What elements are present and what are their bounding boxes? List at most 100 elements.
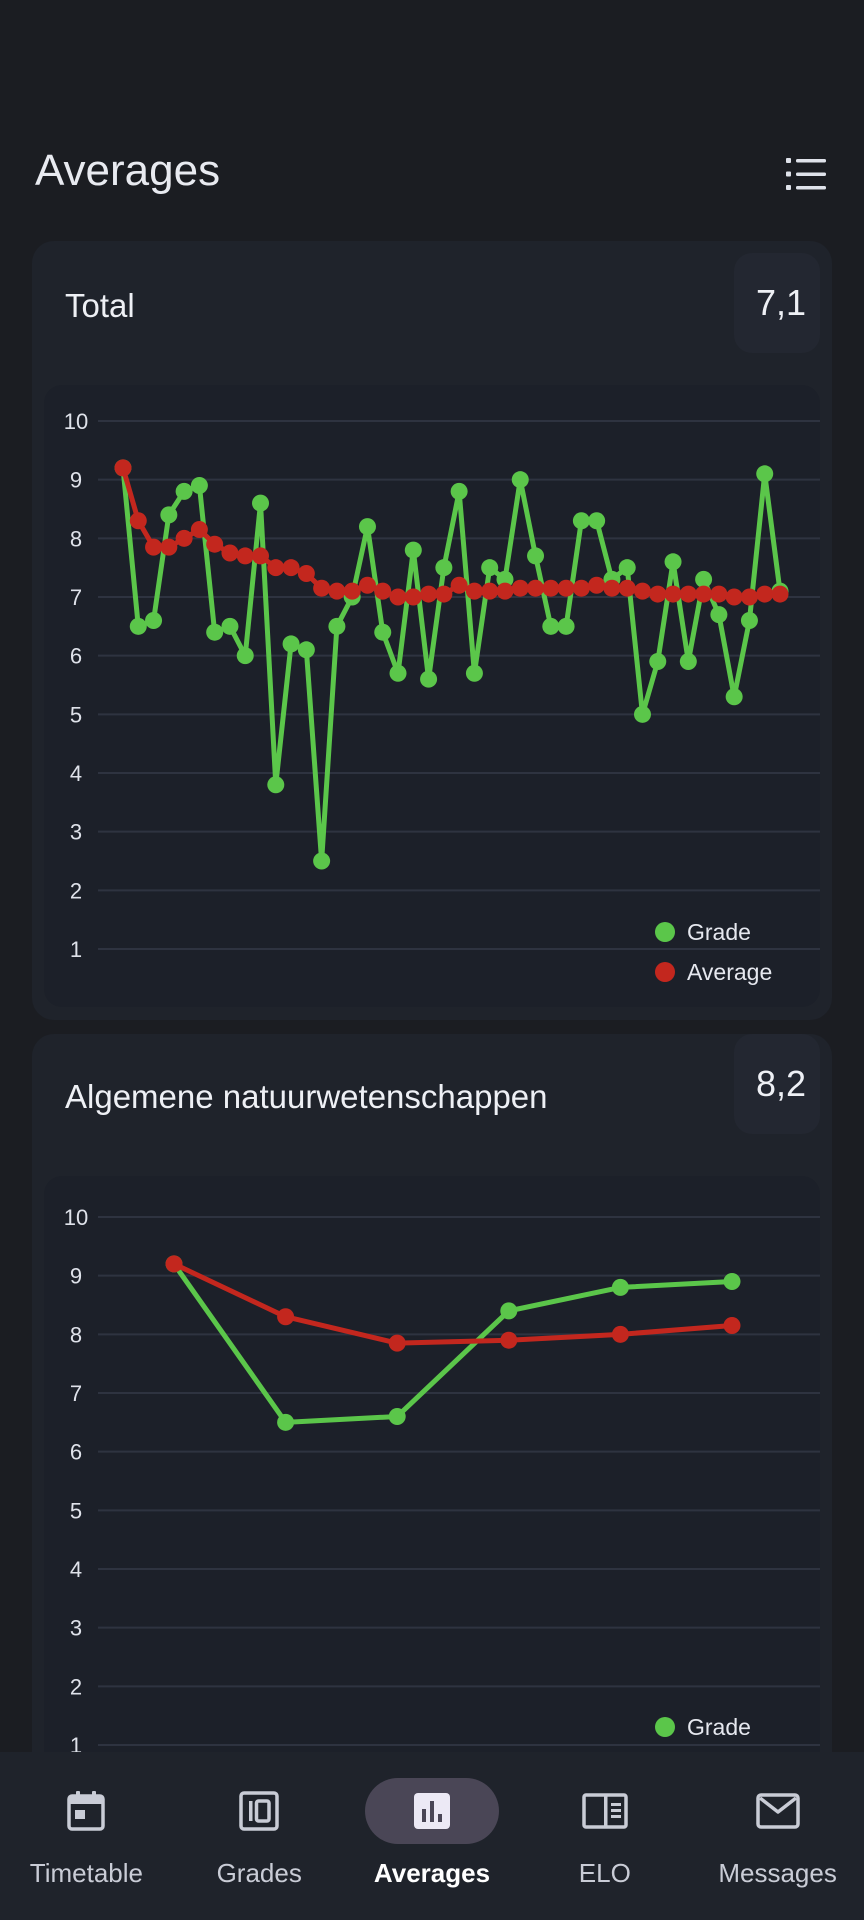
data-point-average [771, 585, 789, 603]
data-point-average [267, 559, 285, 577]
data-point-average [404, 588, 422, 606]
grades-chart: 1 2 3 4 5 6 7 8 9 10 Grade Average [64, 409, 820, 985]
data-point-grade [129, 617, 147, 635]
data-point-grade [267, 776, 285, 794]
nav-pill [711, 1778, 845, 1844]
subject-card-algemene-natuurwetenschappen[interactable]: Algemene natuurwetenschappen 8,2 1 2 3 4 5 6 7… [32, 1034, 832, 1794]
y-tick-label: 3 [70, 820, 82, 845]
average-badge: 8,2 [733, 1034, 820, 1134]
list-icon [786, 158, 826, 190]
data-point-average [450, 576, 468, 594]
calendar-icon [67, 1791, 106, 1831]
data-point-grade [277, 1413, 295, 1431]
card-title: Total [65, 287, 135, 324]
data-point-average [129, 512, 147, 530]
nav-item-messages[interactable]: Messages [691, 1752, 864, 1920]
bar-chart-icon [413, 1793, 450, 1829]
data-point-grade [723, 1273, 741, 1291]
data-point-grade [527, 547, 545, 565]
y-tick-label: 9 [70, 468, 82, 493]
data-point-grade [611, 1278, 629, 1296]
data-point-average [511, 579, 529, 597]
y-tick-label: 2 [70, 1674, 82, 1699]
y-tick-label: 5 [70, 1498, 82, 1523]
legend-marker-average [655, 962, 675, 982]
data-point-average [252, 547, 270, 565]
data-point-average [710, 585, 728, 603]
data-point-average [527, 579, 545, 597]
legend-marker-grade [655, 1717, 675, 1737]
average-value: 7,1 [755, 282, 806, 323]
data-point-grade [664, 553, 682, 571]
data-point-grade [206, 623, 224, 641]
data-point-grade [450, 482, 468, 500]
data-point-grade [420, 670, 438, 688]
data-point-average [435, 585, 453, 603]
series-line-average [172, 1261, 733, 1346]
data-point-grade [374, 623, 392, 641]
data-point-grade [252, 494, 270, 512]
data-point-grade [756, 465, 774, 483]
data-point-grade [710, 606, 728, 624]
data-point-average [374, 582, 392, 600]
data-point-average [190, 521, 208, 539]
nav-label: ELO [578, 1858, 631, 1888]
data-point-average [649, 585, 667, 603]
y-tick-label: 4 [70, 761, 82, 786]
y-tick-label: 4 [70, 1557, 82, 1582]
mail-icon [755, 1793, 800, 1829]
y-tick-label: 2 [70, 878, 82, 903]
bottom-navigation: Timetable Grades Averages [0, 1752, 864, 1920]
average-badge: 7,1 [733, 253, 820, 353]
y-tick-label: 9 [70, 1264, 82, 1289]
y-tick-label: 10 [64, 409, 88, 434]
data-point-grade [679, 653, 697, 671]
data-point-average [679, 585, 697, 603]
data-point-grade [388, 1407, 406, 1425]
page-title: Averages [35, 146, 221, 195]
data-point-average [557, 579, 575, 597]
nav-item-grades[interactable]: Grades [173, 1752, 346, 1920]
data-point-grade [496, 570, 514, 588]
nav-pill [364, 1778, 499, 1844]
data-point-grade [313, 852, 331, 870]
data-point-average [465, 582, 483, 600]
y-tick-label: 1 [70, 1733, 82, 1758]
data-point-average [388, 1334, 406, 1352]
data-point-average [160, 538, 178, 556]
nav-item-timetable[interactable]: Timetable [0, 1752, 173, 1920]
data-point-grade [160, 506, 178, 524]
y-tick-label: 8 [70, 526, 82, 551]
elo-icon [582, 1793, 628, 1829]
y-tick-label: 7 [70, 1381, 82, 1406]
data-point-average [114, 459, 132, 477]
nav-item-averages[interactable]: Averages [346, 1752, 519, 1920]
grades-chart: 1 2 3 4 5 6 7 8 9 10 Grade [64, 1205, 820, 1758]
data-point-grade [542, 617, 560, 635]
data-point-grade [389, 664, 407, 682]
data-point-grade [297, 641, 315, 659]
data-point-grade [465, 664, 483, 682]
data-point-average [358, 576, 376, 594]
data-point-grade [481, 559, 499, 577]
y-tick-label: 1 [70, 937, 82, 962]
nav-item-elo[interactable]: ELO [518, 1752, 691, 1920]
legend-label-grade: Grade [687, 1714, 751, 1740]
subject-card-total[interactable]: Total 7,1 1 2 3 4 5 6 7 8 9 10 Grade Average [32, 241, 832, 1020]
data-point-grade [649, 653, 667, 671]
data-point-average [206, 535, 224, 553]
nav-pill [19, 1778, 153, 1844]
data-point-average [633, 582, 651, 600]
data-point-average [297, 565, 315, 583]
list-view-button[interactable] [778, 148, 834, 200]
data-point-grade [695, 570, 713, 588]
data-point-grade [435, 559, 453, 577]
data-point-average [343, 582, 361, 600]
data-point-average [481, 582, 499, 600]
data-point-average [603, 579, 621, 597]
legend-label-average: Average [687, 959, 772, 985]
data-point-grade [740, 611, 758, 629]
data-point-average [618, 579, 636, 597]
data-point-grade [588, 512, 606, 530]
nav-label: Timetable [29, 1858, 143, 1888]
